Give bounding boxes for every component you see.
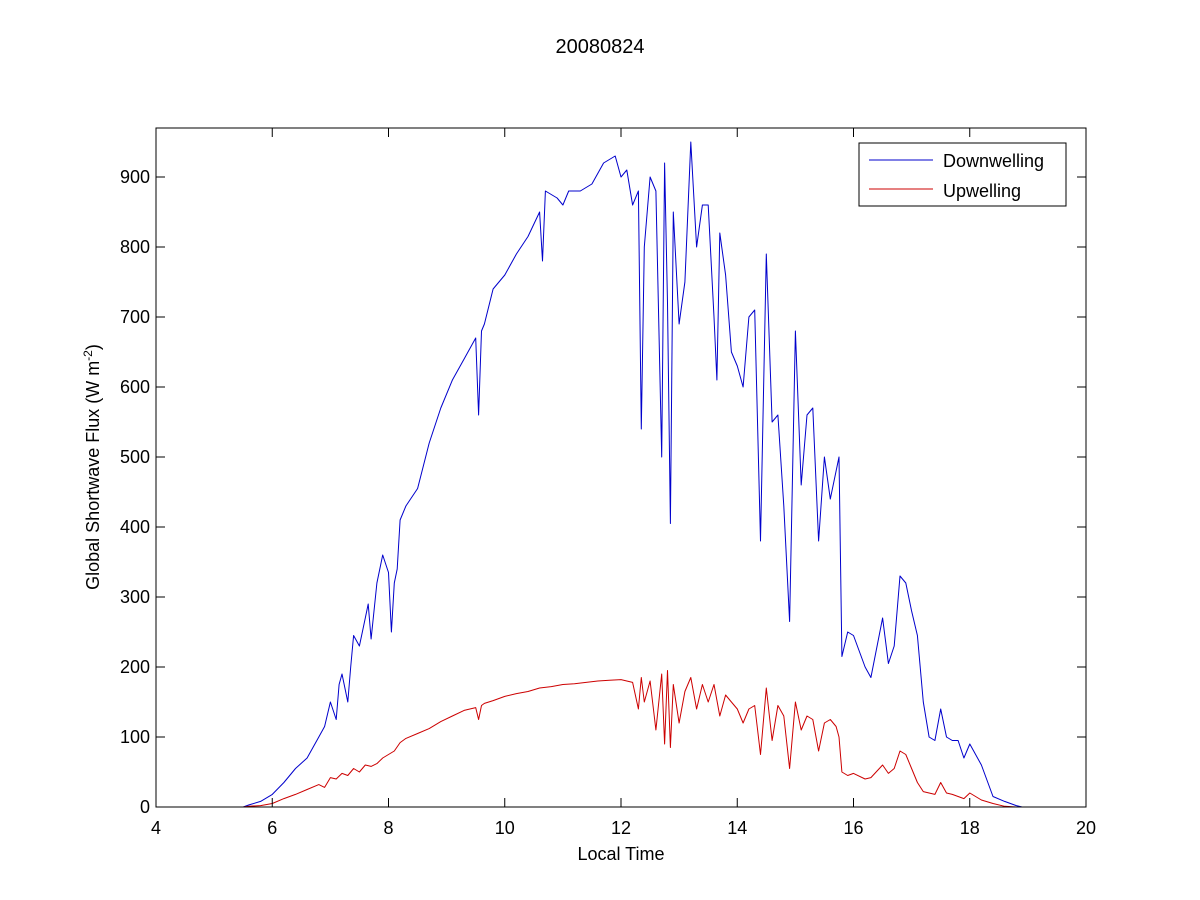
chart-title: 20080824 <box>556 36 645 58</box>
y-tick-label: 500 <box>120 447 150 467</box>
x-tick-label: 18 <box>960 818 980 838</box>
x-tick-label: 4 <box>151 818 161 838</box>
y-tick-label: 200 <box>120 657 150 677</box>
axes-layer: 4 6 8 10 12 14 16 18 200100200300400500600700800… <box>120 127 1096 838</box>
x-tick-label: 12 <box>611 818 631 838</box>
y-tick-label: 800 <box>120 237 150 257</box>
x-tick-label: 20 <box>1076 818 1096 838</box>
y-axis-label: Global Shortwave Flux (W m-2) <box>81 344 103 590</box>
legend-label-upwelling: Upwelling <box>943 181 1021 201</box>
legend-label-downwelling: Downwelling <box>943 151 1044 171</box>
series-line-downwelling <box>156 141 1023 808</box>
x-tick-label: 8 <box>383 818 393 838</box>
x-tick-label: 14 <box>727 818 747 838</box>
y-tick-label: 700 <box>120 307 150 327</box>
x-tick-label: 10 <box>495 818 515 838</box>
y-tick-label: 900 <box>120 167 150 187</box>
y-tick-label: 400 <box>120 517 150 537</box>
y-tick-label: 600 <box>120 377 150 397</box>
plot-area <box>156 128 1086 807</box>
legend: Downwelling Upwelling <box>858 142 1067 207</box>
series-layer <box>156 141 1023 808</box>
x-axis-label: Local Time <box>577 844 664 864</box>
x-tick-label: 6 <box>267 818 277 838</box>
x-tick-label: 16 <box>843 818 863 838</box>
y-axis-label-superscript: -2 <box>81 350 95 361</box>
plot-background <box>156 128 1086 807</box>
y-tick-label: 0 <box>140 797 150 817</box>
legend-box <box>858 142 1067 207</box>
y-tick-label: 100 <box>120 727 150 747</box>
series-line-upwelling <box>156 670 1023 808</box>
y-axis-label-prefix: Global Shortwave Flux (W m <box>83 361 103 590</box>
y-tick-label: 300 <box>120 587 150 607</box>
y-axis-label-suffix: ) <box>83 344 103 350</box>
